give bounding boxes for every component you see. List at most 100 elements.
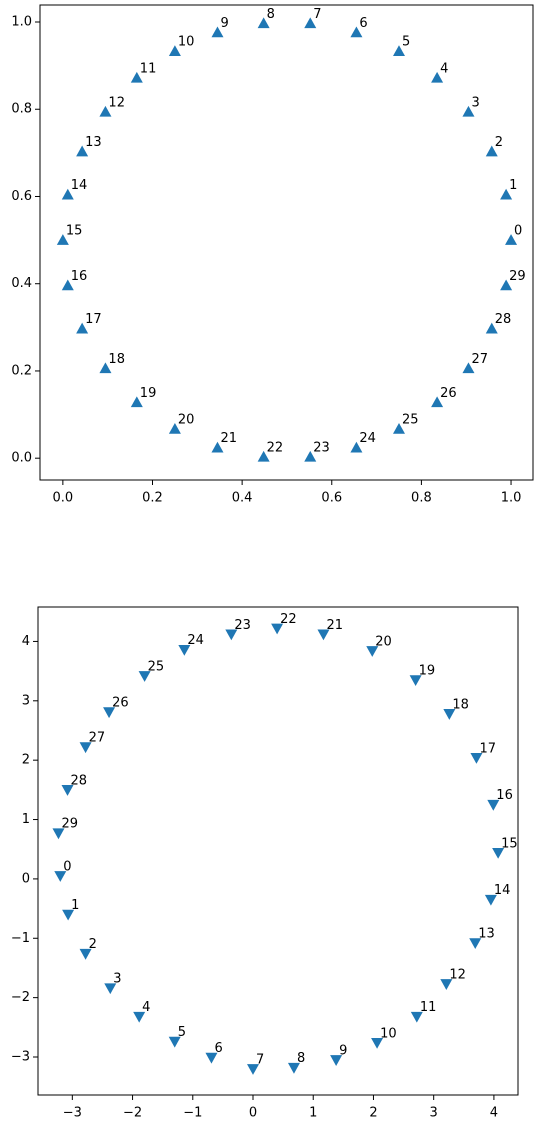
x-tick-label: −3 (63, 1106, 82, 1121)
point-label: 26 (112, 696, 129, 711)
x-tick-label: 1 (309, 1106, 317, 1121)
point-label: 5 (178, 1025, 186, 1040)
y-tick-label: 0.8 (11, 102, 32, 117)
marker (257, 17, 270, 29)
point-label: 9 (339, 1043, 347, 1058)
point-label: 29 (61, 817, 78, 832)
point-label: 27 (89, 731, 106, 746)
marker (168, 422, 181, 434)
marker (487, 799, 500, 811)
point-label: 16 (496, 788, 513, 803)
marker (76, 145, 89, 157)
marker (371, 1037, 384, 1049)
point-label: 15 (66, 224, 83, 239)
point-label: 21 (326, 618, 343, 633)
marker (168, 1036, 181, 1048)
y-tick-label: −1 (11, 931, 30, 946)
point-label: 6 (214, 1041, 222, 1056)
x-tick-label: 0.8 (411, 491, 432, 506)
marker (257, 450, 270, 462)
marker (104, 983, 117, 995)
marker (168, 45, 181, 57)
marker (330, 1055, 343, 1066)
marker (61, 785, 74, 796)
y-tick-label: 1 (22, 812, 30, 827)
y-tick-label: 1.0 (11, 15, 32, 30)
x-tick-label: 2 (369, 1106, 377, 1121)
point-label: 15 (501, 836, 518, 851)
marker (79, 742, 92, 754)
x-tick-label: 0 (249, 1106, 257, 1121)
marker (287, 1062, 300, 1074)
point-label: 8 (267, 7, 275, 22)
x-tick-label: −1 (183, 1106, 202, 1121)
point-label: 4 (142, 1000, 150, 1015)
y-tick-label: 3 (22, 693, 30, 708)
point-label: 1 (71, 898, 79, 913)
marker (440, 979, 453, 990)
x-tick-label: 3 (430, 1106, 438, 1121)
point-label: 12 (108, 95, 125, 110)
point-label: 7 (313, 7, 321, 22)
marker (99, 362, 112, 374)
marker (61, 279, 74, 291)
point-label: 22 (280, 612, 297, 627)
marker (99, 105, 112, 117)
marker (350, 441, 363, 453)
y-tick-label: 0.2 (11, 363, 32, 378)
plot-frame (37, 606, 519, 1096)
point-label: 11 (420, 1000, 437, 1015)
point-label: 7 (256, 1052, 264, 1067)
x-tick-label: 0.2 (142, 491, 163, 506)
marker (366, 646, 379, 657)
marker (485, 145, 498, 157)
marker (350, 26, 363, 38)
marker (443, 709, 456, 720)
point-label: 5 (402, 35, 410, 50)
point-label: 6 (359, 16, 367, 31)
marker (61, 188, 74, 200)
marker (505, 234, 518, 245)
x-tick-label: 0.0 (53, 491, 74, 506)
marker (62, 909, 75, 921)
marker (392, 422, 405, 434)
marker (484, 894, 497, 906)
point-label: 13 (85, 135, 102, 150)
marker (178, 644, 191, 656)
point-label: 29 (509, 269, 526, 284)
x-tick-label: 4 (490, 1106, 498, 1121)
point-label: 8 (297, 1051, 305, 1066)
point-label: 18 (108, 352, 125, 367)
point-label: 3 (471, 95, 479, 110)
point-label: 17 (85, 312, 102, 327)
marker (485, 322, 498, 334)
point-label: 18 (452, 697, 469, 712)
point-label: 23 (234, 618, 251, 633)
marker (211, 26, 224, 38)
marker (56, 234, 69, 245)
y-tick-label: 0 (22, 871, 30, 886)
point-label: 12 (449, 967, 466, 982)
y-tick-label: 2 (22, 753, 30, 768)
marker (462, 105, 475, 117)
point-label: 28 (495, 312, 512, 327)
y-tick-label: 4 (22, 634, 30, 649)
point-label: 17 (479, 741, 496, 756)
point-label: 28 (71, 773, 88, 788)
marker (317, 629, 330, 641)
marker (271, 623, 284, 635)
point-label: 20 (375, 634, 392, 649)
point-label: 2 (495, 135, 503, 150)
y-tick-label: 0.0 (11, 451, 32, 466)
point-label: 21 (220, 431, 237, 446)
point-label: 11 (140, 61, 157, 76)
marker (392, 45, 405, 57)
point-label: 2 (89, 937, 97, 952)
marker (130, 396, 143, 408)
y-tick-label: 0.4 (11, 276, 32, 291)
point-label: 3 (113, 972, 121, 987)
marker (410, 1011, 423, 1023)
marker (247, 1064, 260, 1075)
x-tick-label: 0.6 (321, 491, 342, 506)
